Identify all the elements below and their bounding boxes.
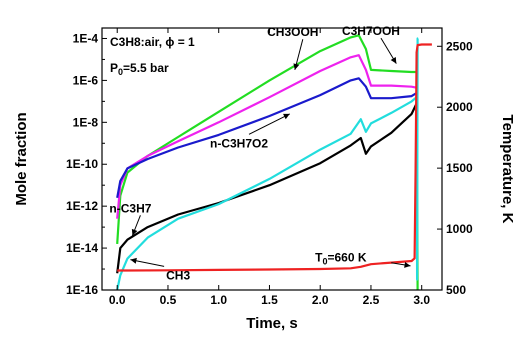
y2-tick-label: 2500 <box>446 39 473 53</box>
x-tick-label: 3.0 <box>413 293 430 307</box>
plot-frame <box>101 27 443 291</box>
series-line-n-c3h7o2 <box>116 77 418 198</box>
series-label-c3h7ooh: C3H7OOH <box>342 24 400 38</box>
labels-layer: CH3OOH C3H7OOH n-C3H7O2 n-C3H7 CH3 <box>109 24 411 282</box>
label-arrowhead-n-c3h7 <box>131 228 138 236</box>
label-arrow-n-c3h7o2 <box>248 113 290 135</box>
series-label-n-c3h7o2: n-C3H7O2 <box>210 136 268 150</box>
series-line-temperature <box>117 43 432 272</box>
y-tick-label: 1E-12 <box>66 199 98 213</box>
series-line-n-c3h7 <box>116 103 418 274</box>
x-axis-title: Time, s <box>246 315 297 332</box>
pressure-annotation: P0=5.5 bar <box>110 61 169 77</box>
series-label-ch3ooh: CH3OOH <box>267 25 318 39</box>
y2-tick-label: 1000 <box>446 222 473 236</box>
series-label-n-c3h7: n-C3H7 <box>109 201 151 215</box>
y-tick-label: 1E-6 <box>73 73 99 87</box>
y2-axis-title: Temperature, K <box>499 115 516 224</box>
series-layer <box>116 34 432 291</box>
y-tick-label: 1E-16 <box>66 283 98 297</box>
y2-tick-label: 1500 <box>446 161 473 175</box>
ticks-layer: 0.0 0.5 1.0 1.5 2.0 2.5 3.0 1E-16 1E-14 1E-12 1E-1… <box>66 28 473 307</box>
x-tick-label: 0.0 <box>109 293 126 307</box>
y2-tick-label: 500 <box>446 283 466 297</box>
mixture-annotation: C3H8:air, ϕ = 1 <box>110 35 195 49</box>
x-tick-label: 2.0 <box>312 293 329 307</box>
x-tick-label: 2.5 <box>363 293 380 307</box>
label-arrowhead-ch3 <box>130 257 137 264</box>
series-label-ch3: CH3 <box>166 268 190 282</box>
y-tick-label: 1E-10 <box>66 157 98 171</box>
label-arrowhead-ch3ooh <box>293 63 300 70</box>
initial-temperature-annotation: T0=660 K <box>315 251 367 267</box>
y-tick-label: 1E-8 <box>73 115 99 129</box>
y2-tick-label: 2000 <box>446 100 473 114</box>
temperature-arrowhead <box>404 261 411 268</box>
label-arrowhead-c3h7ooh <box>390 56 397 64</box>
label-arrowhead-n-c3h7o2 <box>283 113 290 120</box>
y-tick-label: 1E-14 <box>66 241 98 255</box>
x-tick-label: 0.5 <box>160 293 177 307</box>
y-tick-label: 1E-4 <box>73 31 99 45</box>
x-tick-label: 1.5 <box>261 293 278 307</box>
x-tick-label: 1.0 <box>210 293 227 307</box>
y-axis-title: Mole fraction <box>13 112 30 205</box>
series-line-ch3 <box>116 37 419 291</box>
